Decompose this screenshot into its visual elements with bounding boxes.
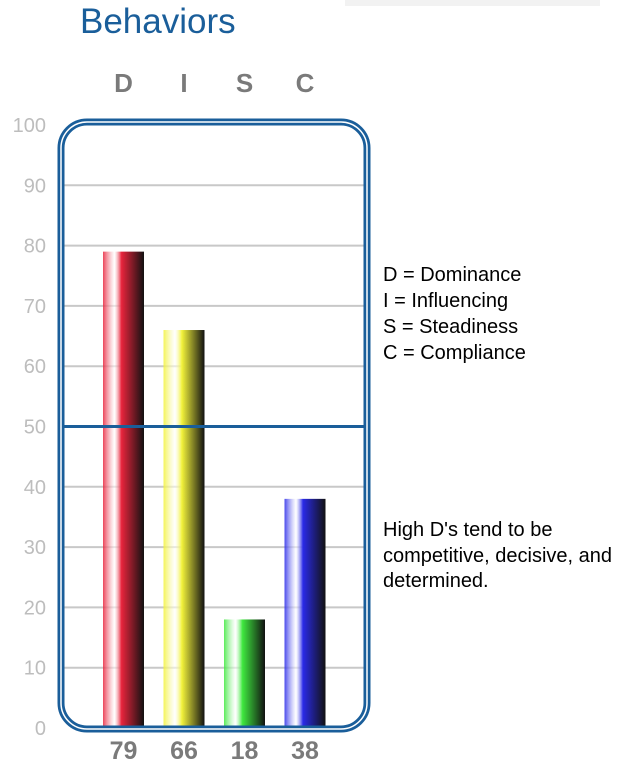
y-tick-label: 80 [24,236,46,258]
category-label: D [114,68,133,98]
y-tick-label: 0 [35,718,46,740]
y-tick-label: 60 [24,356,46,378]
chart-title: Behaviors [80,2,236,41]
header-strip [345,0,600,6]
value-label: 79 [110,737,138,765]
y-tick-label: 40 [24,477,46,499]
y-tick-label: 20 [24,597,46,619]
y-tick-label: 50 [24,417,46,439]
y-tick-label: 70 [24,296,46,318]
category-label: I [180,68,187,98]
bars [103,251,326,728]
value-label: 18 [231,737,259,765]
chart-frame [57,118,371,733]
bar-s [224,619,265,728]
y-tick-labels: 0 10 20 30 40 50 60 70 80 90 100 [13,115,46,740]
category-label: C [296,68,315,98]
bar-c [284,498,326,728]
interpretation-note: High D's tend to be competitive, decisiv… [383,519,613,592]
y-tick-label: 10 [24,658,46,680]
legend-item-c: C = Compliance [383,342,526,364]
value-labels: 79 66 18 38 [110,737,319,765]
legend-item-s: S = Steadiness [383,316,519,338]
value-label: 38 [291,737,319,765]
y-tick-label: 100 [13,115,46,137]
legend: D = Dominance I = Influencing S = Steadi… [383,262,526,366]
category-label: S [236,68,253,98]
y-tick-label: 30 [24,537,46,559]
legend-item-d: D = Dominance [383,264,522,286]
y-tick-label: 90 [24,175,46,197]
bar-i [163,330,205,728]
legend-item-i: I = Influencing [383,290,509,312]
bar-d [103,251,144,728]
value-label: 66 [170,737,198,765]
frame-highlight [60,121,368,730]
